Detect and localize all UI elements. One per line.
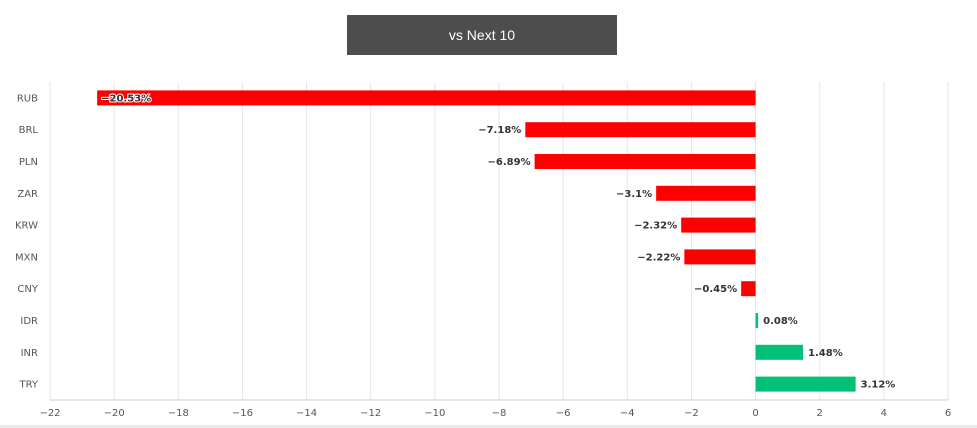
category-label: TRY xyxy=(18,380,38,391)
category-label: ZAR xyxy=(17,189,38,200)
data-label: −0.45% xyxy=(694,284,737,295)
data-label: −6.89% xyxy=(488,157,531,168)
data-labels: −20.53% −7.18% −6.89% −3.1% −2.32% −2.22% −0.4… xyxy=(100,92,896,391)
data-label: −3.1% xyxy=(616,189,652,200)
x-tick-label: 0 xyxy=(752,408,758,419)
x-tick-label: −8 xyxy=(492,408,507,419)
x-tick-label: −6 xyxy=(556,408,571,419)
category-label: MXN xyxy=(15,252,38,263)
category-label: KRW xyxy=(15,221,38,232)
x-tick-label: −4 xyxy=(620,408,635,419)
data-label: 0.08% xyxy=(763,316,798,327)
data-label: 1.48% xyxy=(808,348,843,359)
bar-inr[interactable] xyxy=(755,344,804,360)
x-tick-label: −18 xyxy=(168,408,189,419)
bar-mxn[interactable] xyxy=(684,249,756,265)
category-labels: RUB BRL PLN ZAR KRW MXN CNY IDR INR TRY xyxy=(15,93,39,390)
bars xyxy=(97,90,856,392)
data-label: 3.12% xyxy=(861,380,896,391)
bar-krw[interactable] xyxy=(681,217,756,233)
bar-try[interactable] xyxy=(755,376,856,392)
bar-brl[interactable] xyxy=(525,122,756,138)
bar-zar[interactable] xyxy=(656,185,756,201)
x-tick-label: 4 xyxy=(881,408,887,419)
x-tick-label: 6 xyxy=(945,408,951,419)
x-tick-label: −10 xyxy=(424,408,445,419)
data-label: −7.18% xyxy=(478,125,521,136)
x-tick-label: −22 xyxy=(39,408,60,419)
category-label: RUB xyxy=(17,93,38,104)
category-label: IDR xyxy=(20,316,38,327)
category-label: CNY xyxy=(17,284,38,295)
category-label: BRL xyxy=(19,125,39,136)
bar-pln[interactable] xyxy=(534,154,756,169)
data-label: −2.22% xyxy=(637,252,680,263)
bottom-divider xyxy=(0,425,977,428)
category-label: INR xyxy=(21,348,38,359)
x-axis-ticks: −22 −20 −18 −16 −14 −12 −10 −8 −6 −4 −2 0 2 4 6 xyxy=(39,408,951,419)
x-tick-label: −16 xyxy=(232,408,253,419)
x-tick-label: 2 xyxy=(817,408,823,419)
chart-title: vs Next 10 xyxy=(347,15,617,55)
data-label: −20.53% xyxy=(101,93,151,104)
x-tick-label: −20 xyxy=(104,408,125,419)
bar-idr[interactable] xyxy=(755,313,759,328)
bar-rub[interactable] xyxy=(97,90,756,106)
category-label: PLN xyxy=(19,157,38,168)
data-label: −2.32% xyxy=(634,221,677,232)
bar-cny[interactable] xyxy=(741,281,756,297)
x-tick-label: −14 xyxy=(296,408,317,419)
x-tick-label: −2 xyxy=(684,408,699,419)
x-tick-label: −12 xyxy=(360,408,381,419)
